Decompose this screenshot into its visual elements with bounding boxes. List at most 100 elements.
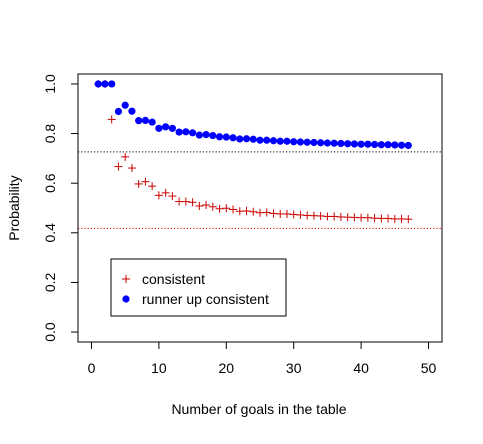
- data-point-consistent: [384, 214, 393, 223]
- data-point-runner-up-consistent: [242, 135, 251, 143]
- data-point-runner-up-consistent: [269, 137, 278, 145]
- data-point-runner-up-consistent: [404, 141, 412, 150]
- data-point-consistent: [222, 204, 231, 213]
- data-point-runner-up-consistent: [337, 139, 345, 148]
- data-point-consistent: [141, 177, 150, 186]
- data-point-runner-up-consistent: [114, 107, 123, 116]
- data-point-consistent: [350, 213, 359, 222]
- x-tick-label: 30: [286, 360, 302, 376]
- data-point-consistent: [357, 213, 366, 222]
- data-point-consistent: [269, 209, 278, 218]
- data-point-runner-up-consistent: [195, 131, 203, 139]
- legend-marker-consistent: [122, 275, 130, 283]
- y-tick-label: 0.6: [42, 173, 58, 193]
- data-point-runner-up-consistent: [323, 139, 332, 147]
- data-point-runner-up-consistent: [215, 133, 224, 141]
- y-tick-label: 0.8: [42, 124, 58, 144]
- data-point-runner-up-consistent: [128, 107, 136, 115]
- data-point-consistent: [276, 209, 285, 218]
- data-point-consistent: [202, 201, 211, 210]
- data-point-consistent: [161, 188, 170, 197]
- data-point-runner-up-consistent: [370, 140, 379, 149]
- data-point-consistent: [242, 206, 251, 215]
- data-point-runner-up-consistent: [296, 138, 305, 146]
- data-point-consistent: [148, 182, 157, 191]
- data-point-runner-up-consistent: [391, 141, 399, 149]
- data-point-consistent: [235, 207, 244, 216]
- data-point-consistent: [296, 210, 305, 219]
- data-point-runner-up-consistent: [229, 134, 237, 142]
- y-axis-title: Probability: [6, 175, 22, 240]
- legend-box: [110, 258, 287, 317]
- legend-plus-marker: [122, 275, 130, 283]
- data-point-runner-up-consistent: [344, 140, 352, 148]
- data-point-runner-up-consistent: [397, 141, 406, 149]
- data-point-consistent: [256, 208, 264, 217]
- data-point-runner-up-consistent: [182, 128, 190, 136]
- data-point-runner-up-consistent: [377, 141, 385, 149]
- data-point-consistent: [168, 192, 177, 201]
- data-point-consistent: [208, 202, 217, 211]
- data-point-consistent: [289, 210, 298, 219]
- x-tick-label: 40: [353, 360, 369, 376]
- data-point-consistent: [107, 115, 116, 124]
- data-point-runner-up-consistent: [256, 136, 264, 144]
- x-tick-label: 10: [151, 360, 167, 376]
- data-point-runner-up-consistent: [148, 118, 156, 126]
- x-tick-label: 0: [88, 360, 96, 376]
- data-point-consistent: [316, 211, 325, 220]
- data-point-runner-up-consistent: [350, 140, 358, 148]
- data-point-runner-up-consistent: [236, 135, 244, 143]
- data-point-consistent: [127, 164, 136, 173]
- data-point-runner-up-consistent: [108, 80, 116, 88]
- legend-label-runner-up-consistent: runner up consistent: [142, 291, 269, 307]
- y-axis: 0.0 0.2 0.4 0.6 0.8 1.0: [42, 74, 79, 342]
- data-point-runner-up-consistent: [283, 137, 291, 145]
- legend-marker-runner-up-consistent: [122, 295, 130, 303]
- data-point-runner-up-consistent: [357, 140, 365, 148]
- data-point-runner-up-consistent: [364, 140, 372, 148]
- data-point-runner-up-consistent: [188, 129, 197, 137]
- data-point-consistent: [370, 214, 379, 223]
- data-point-runner-up-consistent: [135, 117, 143, 125]
- data-point-consistent: [343, 213, 352, 222]
- data-point-runner-up-consistent: [94, 80, 102, 88]
- legend-dot-marker: [122, 295, 130, 303]
- data-point-runner-up-consistent: [384, 141, 392, 149]
- data-point-consistent: [175, 197, 184, 206]
- data-point-consistent: [262, 208, 271, 217]
- legend-label-consistent: consistent: [142, 271, 205, 287]
- data-point-consistent: [215, 204, 224, 213]
- data-point-runner-up-consistent: [317, 139, 325, 147]
- data-point-runner-up-consistent: [121, 101, 129, 109]
- x-axis: 0 10 20 30 40 50: [88, 341, 437, 376]
- data-point-consistent: [114, 162, 123, 171]
- x-axis-title: Number of goals in the table: [171, 401, 346, 417]
- data-point-consistent: [404, 215, 413, 224]
- data-point-consistent: [397, 214, 406, 223]
- data-point-runner-up-consistent: [310, 138, 318, 147]
- data-point-runner-up-consistent: [222, 133, 230, 141]
- data-point-consistent: [134, 179, 143, 188]
- x-tick-label: 50: [421, 360, 437, 376]
- y-tick-label: 0.2: [42, 273, 58, 293]
- data-point-consistent: [188, 198, 197, 207]
- data-point-consistent: [303, 211, 312, 220]
- data-point-runner-up-consistent: [162, 123, 170, 131]
- data-point-consistent: [377, 214, 386, 223]
- data-point-runner-up-consistent: [276, 137, 284, 145]
- series-runner-up-consistent: [94, 80, 412, 150]
- data-point-runner-up-consistent: [209, 131, 217, 140]
- data-point-runner-up-consistent: [330, 139, 338, 147]
- data-point-runner-up-consistent: [290, 138, 298, 146]
- data-point-consistent: [282, 209, 291, 218]
- data-point-consistent: [330, 212, 339, 221]
- data-point-consistent: [363, 213, 372, 222]
- data-point-runner-up-consistent: [141, 116, 150, 125]
- data-point-runner-up-consistent: [202, 130, 210, 139]
- data-point-consistent: [309, 211, 318, 220]
- data-point-runner-up-consistent: [249, 135, 257, 143]
- data-point-consistent: [390, 214, 399, 223]
